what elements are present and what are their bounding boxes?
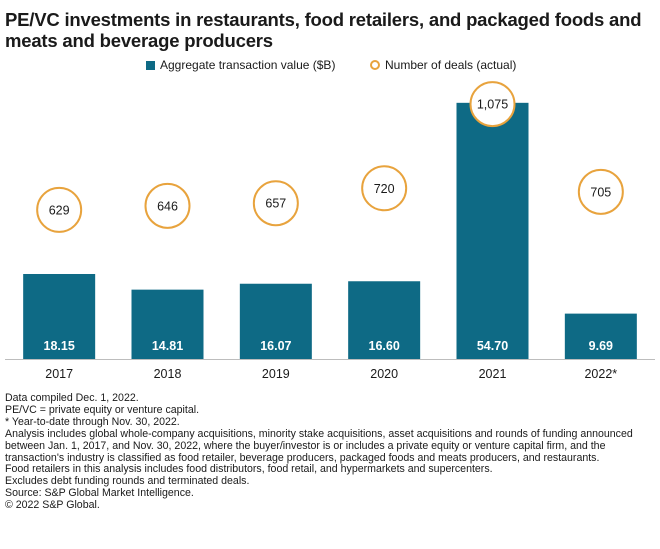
- deal-count-marker: [577, 168, 624, 215]
- footnote-excludes: Excludes debt funding rounds and termina…: [5, 475, 250, 488]
- bar-2019: [239, 283, 312, 359]
- footnote-analysis: Analysis includes global whole-company a…: [5, 427, 633, 464]
- bar-2020: [348, 281, 421, 359]
- bar-2022: [564, 313, 637, 359]
- bar-2021: [456, 102, 529, 360]
- deal-count-marker: [361, 165, 408, 212]
- legend-label-deals: Number of deals (actual): [385, 58, 517, 72]
- x-tick-label: 2021: [479, 367, 507, 381]
- x-axis-tick-labels: 2017 2018 2019 2020 2021 2022*: [45, 367, 617, 381]
- bar-value-label: 16.60: [369, 339, 400, 353]
- legend: Aggregate transaction value ($B) Number …: [0, 57, 660, 73]
- deal-count-label: 646: [157, 199, 178, 213]
- deal-count-label: 629: [49, 203, 70, 217]
- deal-count-label: 720: [374, 182, 395, 196]
- footnote-copyright: © 2022 S&P Global.: [5, 499, 100, 512]
- chart-title: PE/VC investments in restaurants, food r…: [5, 9, 642, 51]
- footnote-source: Source: S&P Global Market Intelligence.: [5, 487, 194, 500]
- bar-value-label: 18.15: [44, 339, 75, 353]
- x-tick-label: 2019: [262, 367, 290, 381]
- footnotes: Data compiled Dec. 1, 2022. PE/VC = priv…: [5, 392, 655, 512]
- legend-label-bar: Aggregate transaction value ($B): [160, 58, 336, 72]
- legend-circle-swatch: [370, 60, 380, 70]
- deal-count-label: 705: [590, 185, 611, 199]
- bar-value-label: 54.70: [477, 339, 508, 353]
- deal-count-marker: [252, 180, 299, 227]
- deal-count-marker: [144, 182, 191, 229]
- x-tick-label: 2017: [45, 367, 73, 381]
- combo-chart: 18.15 14.81 16.07 16.60 54.70 9.69 629 646 657 7…: [5, 81, 655, 381]
- footnote-food-retailers: Food retailers in this analysis includes…: [5, 463, 493, 476]
- bar-2017: [23, 273, 96, 359]
- deal-count-label: 657: [265, 197, 286, 211]
- footnote-ytd: * Year-to-date through Nov. 30, 2022.: [5, 415, 180, 428]
- legend-item-deals: Number of deals (actual): [370, 57, 516, 73]
- bar-value-label: 14.81: [152, 339, 183, 353]
- deal-count-marker: [469, 81, 516, 128]
- deal-count-label: 1,075: [477, 98, 508, 112]
- footnote-pevc: PE/VC = private equity or venture capita…: [5, 403, 200, 416]
- deal-count-series: 629 646 657 720 1,075 705: [36, 81, 624, 233]
- bar-2018: [131, 289, 204, 359]
- x-tick-label: 2022*: [584, 367, 617, 381]
- bar-value-label: 16.07: [260, 339, 291, 353]
- legend-item-bar: Aggregate transaction value ($B): [146, 57, 335, 73]
- bar-value-label: 9.69: [589, 339, 613, 353]
- bar-series: 18.15 14.81 16.07 16.60 54.70 9.69: [23, 102, 637, 360]
- legend-bar-swatch: [146, 61, 155, 70]
- deal-count-marker: [36, 186, 83, 233]
- footnote-compiled: Data compiled Dec. 1, 2022.: [5, 392, 139, 404]
- x-tick-label: 2018: [154, 367, 182, 381]
- x-tick-label: 2020: [370, 367, 398, 381]
